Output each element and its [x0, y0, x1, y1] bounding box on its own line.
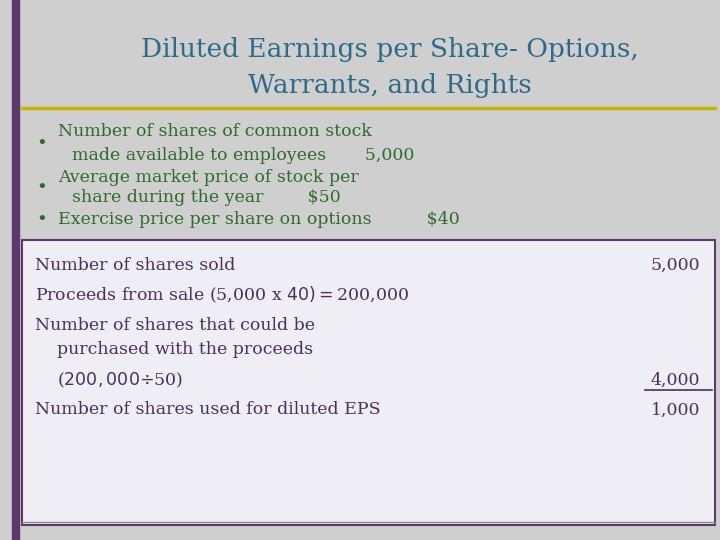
Text: 5,000: 5,000: [650, 256, 700, 273]
Text: •: •: [37, 179, 48, 197]
Text: Warrants, and Rights: Warrants, and Rights: [248, 72, 532, 98]
Text: Number of shares sold: Number of shares sold: [35, 256, 235, 273]
Text: Exercise price per share on options          $40: Exercise price per share on options $40: [58, 212, 460, 228]
Text: 4,000: 4,000: [650, 372, 700, 388]
Text: ($200,000 ÷ $50): ($200,000 ÷ $50): [35, 370, 183, 390]
Text: 1,000: 1,000: [650, 402, 700, 418]
Text: share during the year        $50: share during the year $50: [72, 190, 341, 206]
Text: Diluted Earnings per Share- Options,: Diluted Earnings per Share- Options,: [141, 37, 639, 63]
Text: Number of shares that could be: Number of shares that could be: [35, 316, 315, 334]
Text: made available to employees       5,000: made available to employees 5,000: [72, 146, 415, 164]
Text: Number of shares of common stock: Number of shares of common stock: [58, 124, 372, 140]
Text: •: •: [37, 211, 48, 229]
Text: Average market price of stock per: Average market price of stock per: [58, 168, 359, 186]
FancyBboxPatch shape: [22, 240, 715, 525]
Text: Number of shares used for diluted EPS: Number of shares used for diluted EPS: [35, 402, 381, 418]
Bar: [12, 0, 19, 540]
Text: Proceeds from sale (5,000 x $40) = $200,000: Proceeds from sale (5,000 x $40) = $200,…: [35, 285, 410, 305]
Text: •: •: [37, 134, 48, 152]
Text: purchased with the proceeds: purchased with the proceeds: [35, 341, 313, 359]
